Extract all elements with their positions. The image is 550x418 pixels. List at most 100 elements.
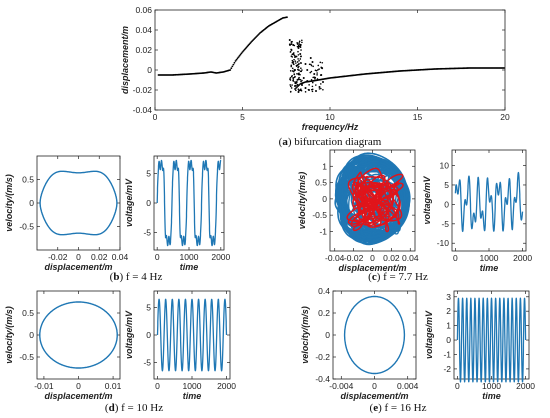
bifurcation-point <box>297 73 300 76</box>
bifurcation-point <box>322 81 324 83</box>
bifurcation-point <box>313 73 316 75</box>
y-tick-label: 0.2 <box>318 308 330 318</box>
bifurcation-point <box>289 76 292 79</box>
x-tick-label: -0.02 <box>48 252 68 262</box>
bifurcation-point <box>297 58 299 60</box>
chaos-trajectory-red <box>354 167 403 222</box>
bifurcation-point <box>293 54 296 56</box>
bifurcation-point <box>310 63 312 66</box>
bifurcation-point <box>295 89 297 92</box>
chaos-trajectory-red <box>352 184 393 210</box>
bifurcation-point <box>291 67 294 70</box>
voltage-trace <box>456 297 527 383</box>
y-tick-label: -1 <box>319 226 327 236</box>
bifurcation-point <box>301 79 303 82</box>
x-tick-label: 0.02 <box>383 253 400 263</box>
bifurcation-point <box>291 70 294 72</box>
x-tick-label: 0.04 <box>112 252 129 262</box>
bifurcation-point <box>298 62 300 65</box>
x-tick-label: 0 <box>370 253 375 263</box>
x-tick-label: 1000 <box>180 252 199 262</box>
bifurcation-point <box>299 78 302 81</box>
bifurcation-point <box>311 85 314 88</box>
x-axis-label: displacement/m <box>44 262 112 272</box>
bifurcation-point <box>293 73 296 75</box>
bifurcation-point <box>300 55 302 58</box>
bifurcation-point <box>296 45 299 48</box>
y-axis-label: voltage/mV <box>424 310 434 359</box>
bifurcation-point <box>307 88 310 91</box>
bifurcation-point <box>230 67 233 70</box>
y-axis-label: voltage/mV <box>124 310 134 359</box>
bifurcation-point <box>315 90 317 92</box>
plot-frame <box>332 290 417 380</box>
bifurcation-point <box>317 64 320 67</box>
phase-trajectory <box>39 170 118 236</box>
bifurcation-point <box>298 72 300 74</box>
bifurcation-point <box>234 60 237 62</box>
plot-frame <box>36 290 121 380</box>
bifurcation-point <box>296 61 299 63</box>
x-axis-label: displacement/m <box>338 263 406 273</box>
panel-c-time: 0 1000 2000 -10 -5 0 5 10 time voltage/mV <box>422 149 532 273</box>
bifurcation-point <box>288 39 291 41</box>
x-tick-label: 2000 <box>516 381 535 391</box>
x-tick-label: 0 <box>76 252 81 262</box>
y-tick-label: -5 <box>441 219 449 229</box>
bifurcation-point <box>291 40 293 43</box>
bifurcation-point <box>291 53 294 56</box>
y-tick-label: -0.5 <box>19 222 34 232</box>
x-tick-label: -0.01 <box>34 381 54 391</box>
bifurcation-point <box>232 63 235 66</box>
panel-a: 0 5 10 15 20 -0.04 -0.02 0 0.02 0.04 0.06 frequency… <box>120 5 510 132</box>
y-tick-label: 0 <box>29 330 34 340</box>
bifurcation-point <box>299 46 302 49</box>
bifurcation-point <box>299 70 302 73</box>
x-tick-label: 1000 <box>482 381 501 391</box>
bifurcation-point <box>296 42 298 44</box>
bifurcation-point <box>289 90 292 93</box>
bifurcation-point <box>320 87 322 90</box>
bifurcation-point <box>308 84 310 86</box>
bifurcation-point <box>233 61 236 64</box>
bifurcation-point <box>298 42 300 44</box>
bifurcation-point <box>298 76 300 79</box>
chaos-trajectory-red <box>353 185 399 223</box>
chaos-trajectory-red <box>358 175 382 227</box>
bifurcation-point <box>296 43 299 45</box>
bifurcation-point <box>298 65 300 68</box>
chaos-trajectory-red <box>356 182 383 214</box>
y-tick-label: 0.5 <box>22 175 34 185</box>
voltage-trace <box>454 171 524 233</box>
bifurcation-point <box>297 47 300 49</box>
bifurcation-point <box>304 91 307 93</box>
y-tick-label: 1 <box>446 321 451 331</box>
bifurcation-point <box>297 88 300 90</box>
x-tick-label: -0.004 <box>329 381 353 391</box>
x-tick-label: 1000 <box>480 253 499 263</box>
x-axis-label: time <box>183 391 202 401</box>
y-tick-label: 5 <box>146 169 151 179</box>
panel-c-phase: -0.04 -0.02 0 0.02 0.04 -1 -0.5 0 0.5 1 displaceme… <box>297 149 419 273</box>
x-tick-label: 0 <box>155 252 160 262</box>
bifurcation-point <box>319 83 322 85</box>
bifurcation-point <box>295 84 297 87</box>
x-tick-label: 0.01 <box>105 381 122 391</box>
x-tick-label: 0 <box>153 112 158 122</box>
bifurcation-point <box>310 88 313 91</box>
x-tick-label: 10 <box>325 112 335 122</box>
bifurcation-point <box>316 78 319 80</box>
bifurcation-point <box>290 64 293 67</box>
x-tick-label: 1000 <box>183 381 202 391</box>
plot-frame <box>154 9 506 111</box>
bifurcation-point <box>316 74 318 76</box>
y-tick-label: -0.02 <box>133 85 153 95</box>
caption-a: (a) bifurcation diagram <box>279 136 382 148</box>
bifurcation-point <box>315 69 318 72</box>
x-tick-label: -0.04 <box>325 253 345 263</box>
x-tick-label: 0 <box>453 253 458 263</box>
bifurcation-point <box>293 58 295 61</box>
y-tick-label: 0.06 <box>135 5 152 15</box>
bifurcation-point <box>286 16 288 19</box>
